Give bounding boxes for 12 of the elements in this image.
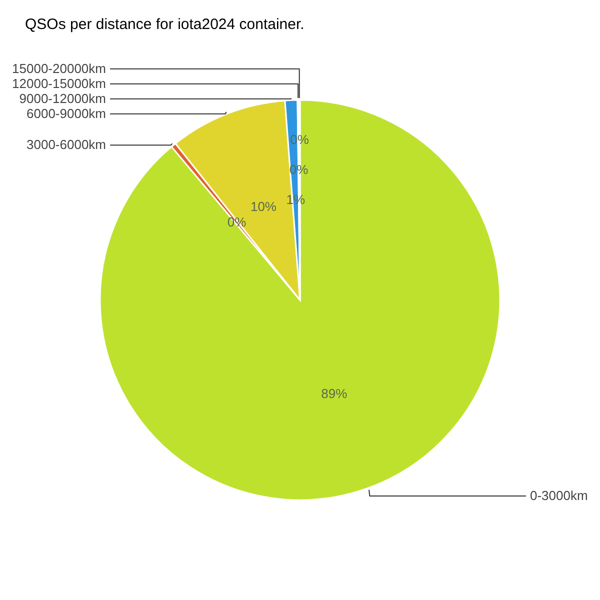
slice-label: 15000-20000km (12, 60, 106, 76)
slice-label: 12000-15000km (12, 76, 106, 91)
data-label: 0% (289, 162, 309, 178)
data-label: 89% (321, 386, 348, 401)
slice-label: 0-3000km (530, 488, 588, 503)
chart-title: QSOs per distance for iota2024 container. (25, 16, 304, 33)
slice-label: 6000-9000km (26, 106, 106, 121)
slice-label: 9000-12000km (19, 90, 106, 106)
data-label: 10% (250, 198, 277, 214)
slice-label: 3000-6000km (26, 137, 106, 152)
data-label: 1% (286, 192, 306, 208)
data-label: 0% (290, 132, 310, 147)
